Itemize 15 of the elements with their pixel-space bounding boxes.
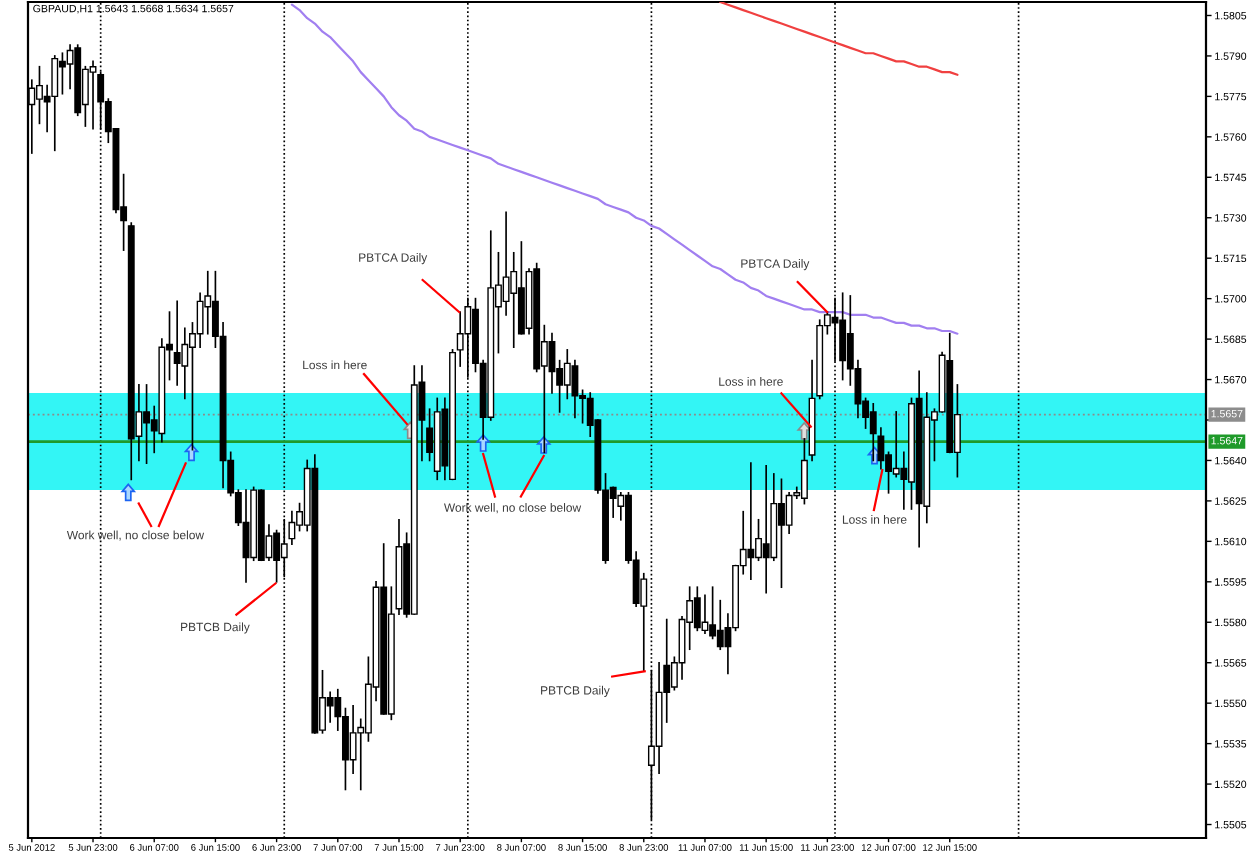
candlestick (892, 411, 900, 478)
line-series (290, 3, 959, 335)
candlestick (58, 52, 66, 95)
candlestick (326, 691, 334, 723)
candlestick (716, 599, 724, 651)
candlestick (762, 465, 770, 594)
candlestick (173, 300, 181, 386)
candlestick (839, 292, 847, 381)
candlestick (778, 478, 785, 589)
candlestick (89, 60, 97, 130)
candlestick (785, 491, 793, 535)
candlestick (51, 55, 59, 152)
candlestick (143, 384, 151, 464)
line-series (719, 2, 959, 76)
candlestick (747, 462, 755, 580)
